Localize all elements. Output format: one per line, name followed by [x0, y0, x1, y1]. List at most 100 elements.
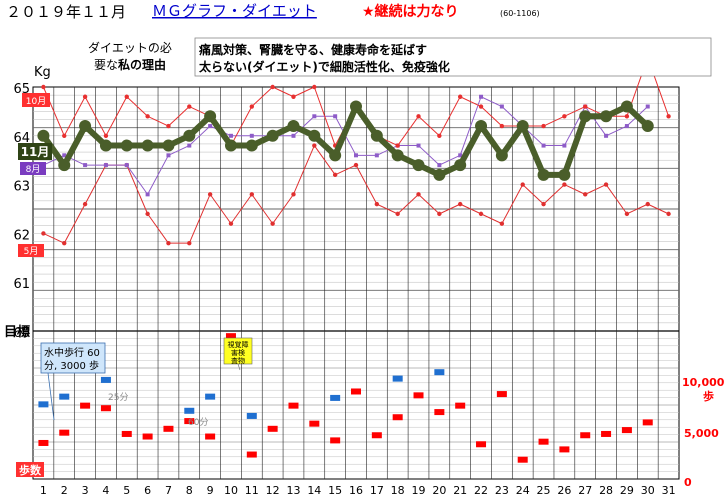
- point-aug: [354, 153, 358, 157]
- reason-label-bold: 私の理由: [117, 57, 166, 72]
- point-oct: [541, 124, 545, 128]
- steps-marker: [518, 457, 528, 463]
- point-aug: [375, 153, 379, 157]
- point-may: [312, 143, 316, 147]
- steps-unit: 歩: [703, 389, 714, 403]
- point-oct: [250, 104, 254, 108]
- point-nov: [121, 140, 133, 152]
- day-tick-label: 21: [453, 484, 467, 497]
- steps-marker: [434, 409, 444, 415]
- point-oct: [500, 124, 504, 128]
- point-aug: [417, 144, 421, 148]
- steps-marker: [559, 446, 569, 452]
- point-may: [437, 212, 441, 216]
- point-aug: [125, 163, 129, 167]
- point-nov: [496, 149, 508, 161]
- point-aug: [83, 163, 87, 167]
- day-tick-label: 18: [391, 484, 405, 497]
- day-tick-label: 5: [123, 484, 130, 497]
- day-tick-label: 23: [495, 484, 509, 497]
- point-aug: [229, 134, 233, 138]
- weight-tick-label: 61: [13, 277, 30, 292]
- goal-label: 目標: [4, 324, 30, 340]
- day-tick-label: 3: [82, 484, 89, 497]
- point-nov: [392, 149, 404, 161]
- point-aug: [312, 114, 316, 118]
- day-tick-label: 13: [286, 484, 300, 497]
- swim-marker: [184, 408, 194, 414]
- point-may: [187, 241, 191, 245]
- point-may: [41, 231, 45, 235]
- steps-marker: [414, 392, 424, 398]
- point-aug: [146, 192, 150, 196]
- header-motto: ★継続は力なり: [362, 3, 459, 20]
- point-aug: [646, 105, 650, 109]
- point-nov: [204, 110, 216, 122]
- day-tick-label: 19: [412, 484, 426, 497]
- day-tick-label: 6: [144, 484, 151, 497]
- point-oct: [187, 104, 191, 108]
- steps-marker: [38, 440, 48, 446]
- day-tick-label: 28: [599, 484, 613, 497]
- steps-marker: [351, 388, 361, 394]
- day-tick-label: 29: [620, 484, 634, 497]
- point-oct: [458, 95, 462, 99]
- point-nov: [454, 159, 466, 171]
- steps-marker: [59, 430, 69, 436]
- point-nov: [287, 120, 299, 132]
- point-nov: [433, 169, 445, 181]
- point-oct: [145, 114, 149, 118]
- header-title: ＭＧグラフ・ダイエット: [152, 2, 317, 20]
- point-may: [521, 182, 525, 186]
- point-aug: [104, 163, 108, 167]
- steps-marker: [455, 403, 465, 409]
- point-nov: [267, 130, 279, 142]
- steps-marker: [268, 426, 278, 432]
- point-oct: [166, 124, 170, 128]
- steps-marker: [288, 403, 298, 409]
- point-may: [500, 221, 504, 225]
- point-may: [354, 163, 358, 167]
- point-oct: [41, 85, 45, 89]
- day-tick-label: 22: [474, 484, 488, 497]
- steps-marker: [539, 439, 549, 445]
- day-tick-label: 1: [40, 484, 47, 497]
- tag-nov-label: 11月: [21, 145, 50, 159]
- reason-label-plain: 要な: [94, 58, 118, 72]
- day-tick-label: 31: [662, 484, 676, 497]
- day-tick-label: 7: [165, 484, 172, 497]
- point-oct: [125, 95, 129, 99]
- swim-marker: [434, 369, 444, 375]
- steps-marker: [122, 431, 132, 437]
- point-may: [333, 173, 337, 177]
- point-aug: [291, 134, 295, 138]
- day-tick-label: 16: [349, 484, 363, 497]
- point-aug: [542, 144, 546, 148]
- point-oct: [312, 85, 316, 89]
- reason-label-line2: 要な私の理由: [94, 57, 166, 72]
- steps-tick-5000: 5,000: [684, 427, 719, 440]
- day-tick-label: 14: [307, 484, 321, 497]
- point-may: [145, 212, 149, 216]
- day-tick-label: 9: [207, 484, 214, 497]
- point-aug: [333, 114, 337, 118]
- point-oct: [562, 114, 566, 118]
- steps-marker: [163, 426, 173, 432]
- point-nov: [621, 101, 633, 113]
- point-oct: [583, 104, 587, 108]
- point-may: [646, 202, 650, 206]
- tag-oct-label: 10月: [26, 96, 46, 107]
- header-code: (60-1106): [500, 9, 540, 18]
- point-may: [604, 182, 608, 186]
- point-nov: [183, 130, 195, 142]
- point-oct: [104, 134, 108, 138]
- point-nov: [475, 120, 487, 132]
- point-oct: [416, 114, 420, 118]
- point-oct: [625, 114, 629, 118]
- day-tick-label: 4: [102, 484, 109, 497]
- day-tick-label: 12: [266, 484, 280, 497]
- day-tick-label: 11: [245, 484, 259, 497]
- point-nov: [308, 130, 320, 142]
- reason-text-line1: 痛風対策、腎臓を守る、健康寿命を延ばす: [198, 42, 427, 57]
- point-nov: [162, 140, 174, 152]
